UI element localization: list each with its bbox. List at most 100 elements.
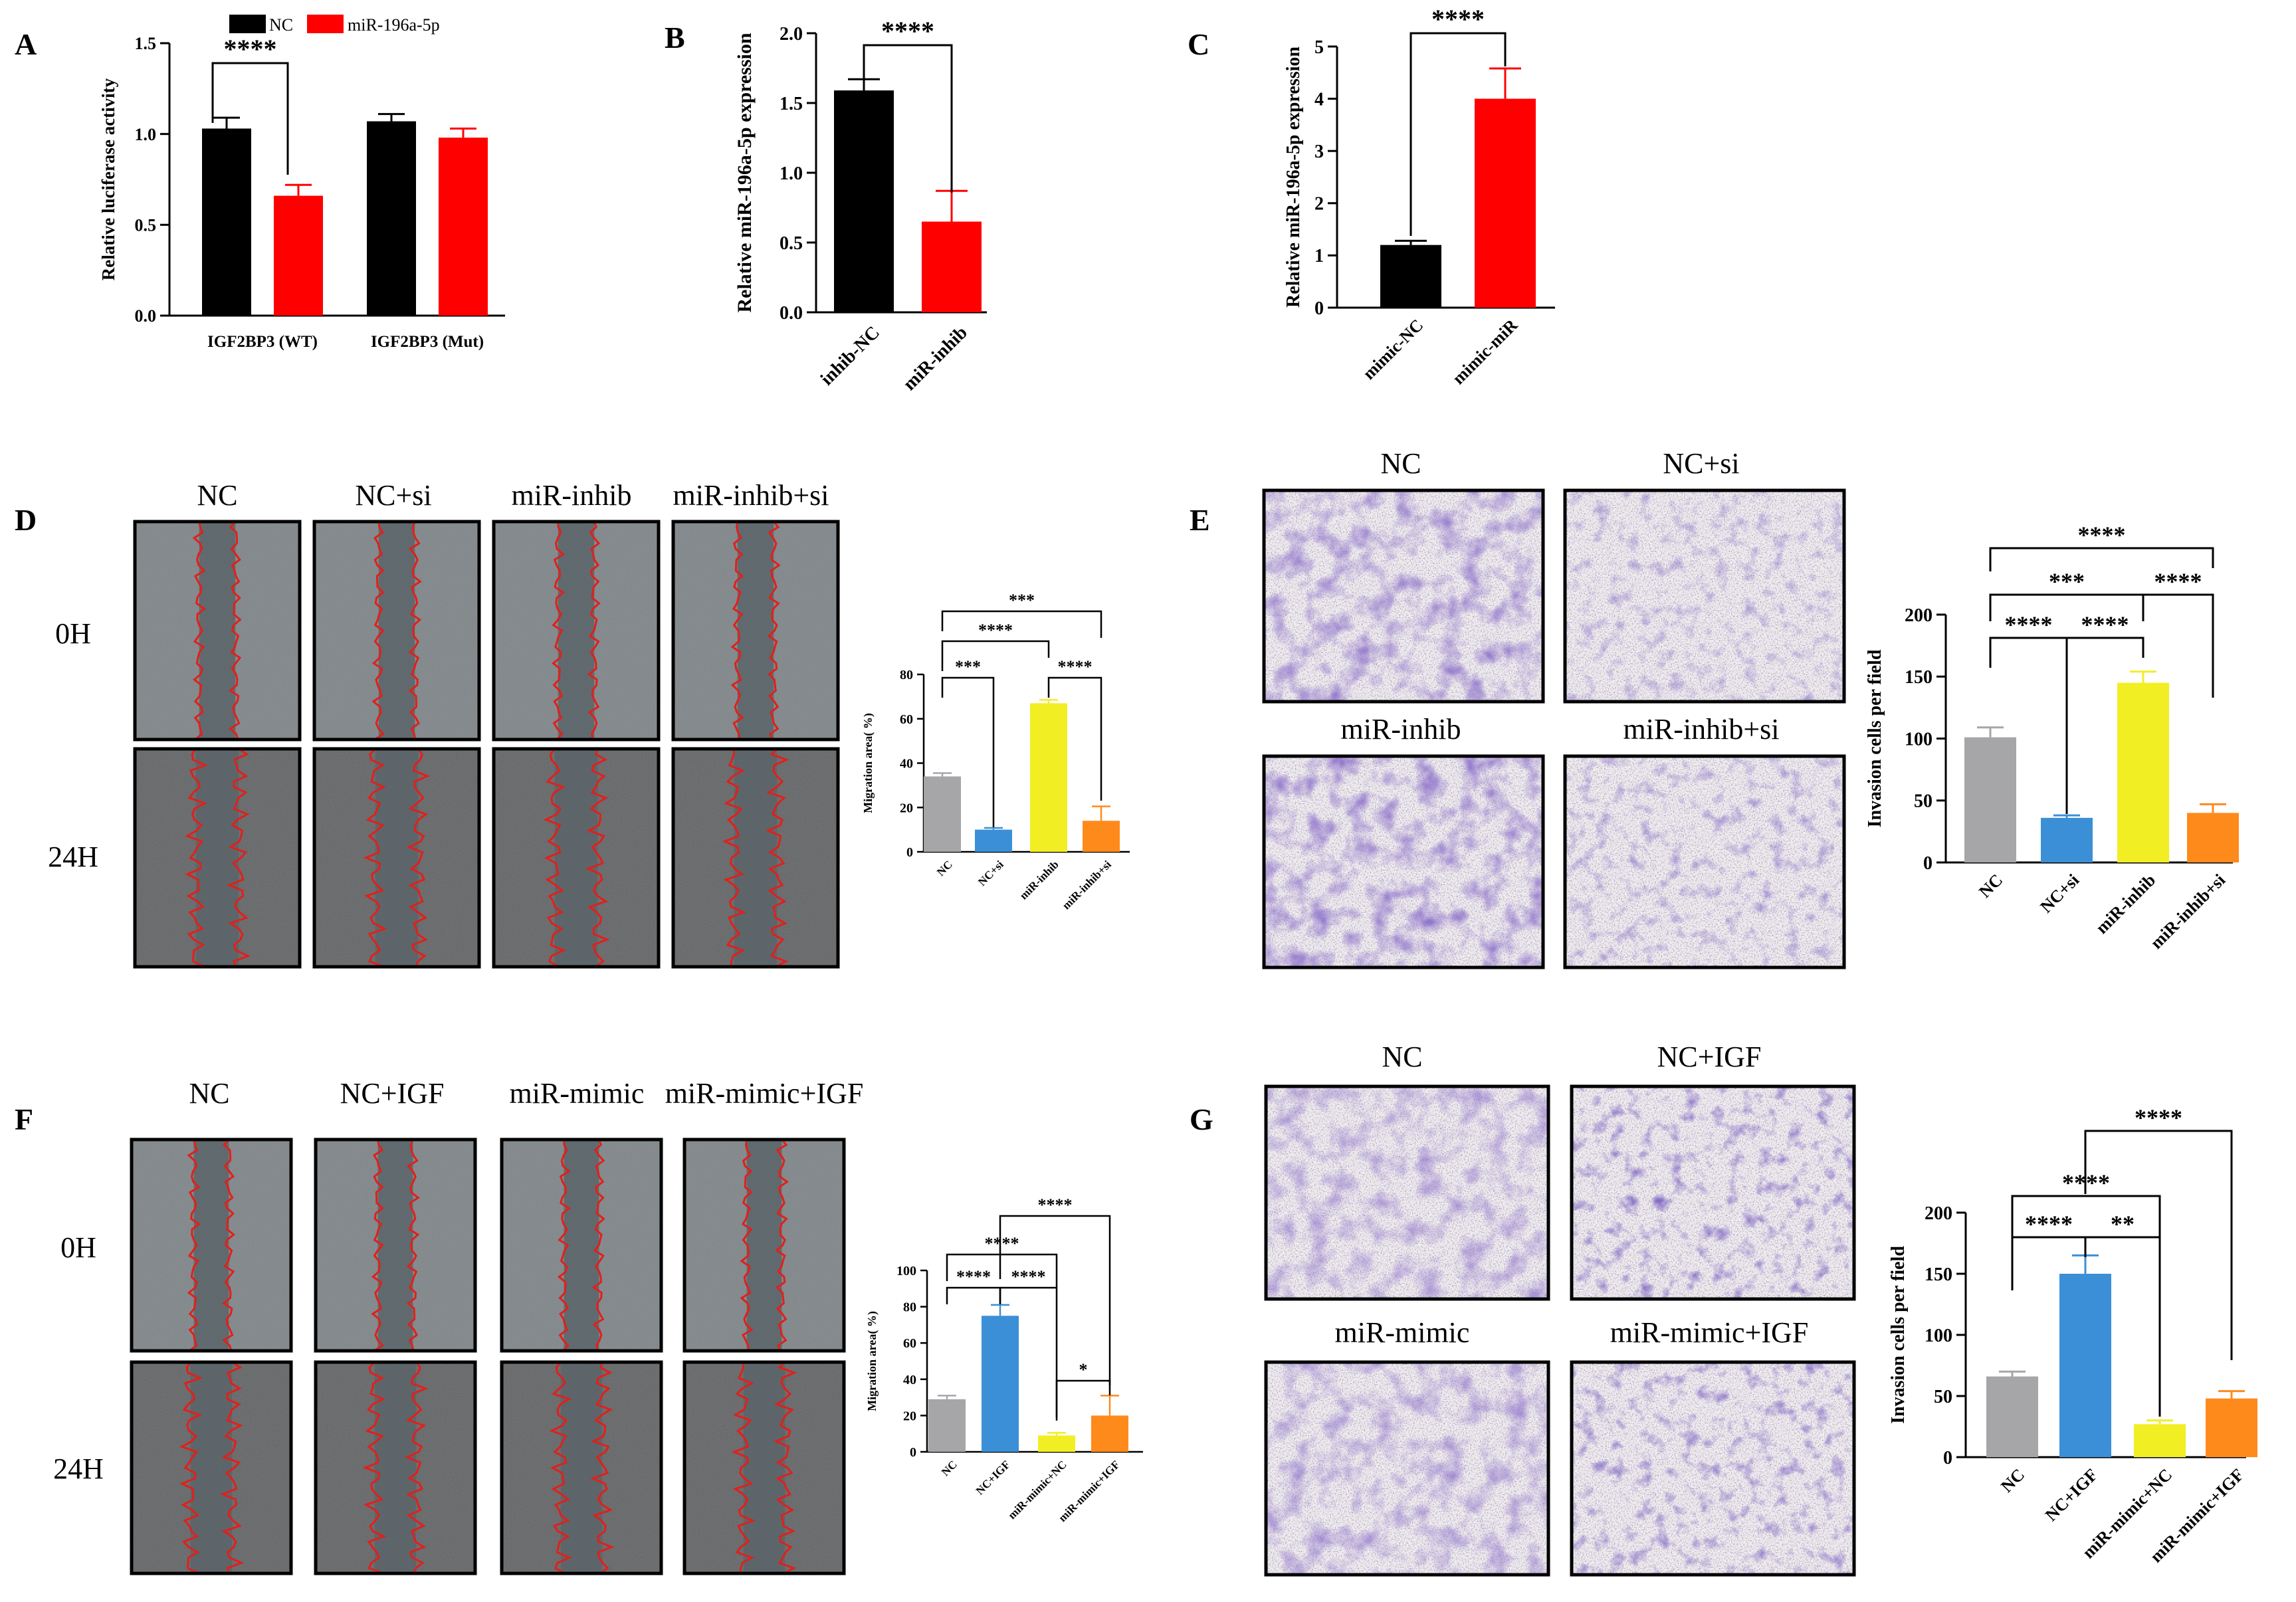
wound-gap [743, 1362, 785, 1573]
wound-gap [734, 749, 778, 967]
wound-image-frame [133, 520, 302, 742]
y-tick-label: 50 [1934, 1387, 1952, 1407]
y-tick-label: 100 [1925, 1326, 1952, 1346]
significance-bracket [946, 1286, 1001, 1304]
chart-a: 0.0 0.5 1.0 1.5 Relative luciferase activity… [98, 15, 505, 351]
panel-letter-c: C [1188, 27, 1209, 61]
significance-label: **** [1431, 4, 1485, 34]
y-axis-label: Invasion cells per field [1865, 649, 1885, 827]
category-label: NC+si [2036, 870, 2083, 917]
significance-bracket [2065, 637, 2144, 814]
y-tick-label: 3 [1314, 142, 1324, 162]
category-label: NC [1997, 1465, 2028, 1496]
y-tick-label: 0.5 [135, 215, 157, 235]
significance-label: **** [2135, 1104, 2182, 1131]
y-tick-label: 200 [1925, 1203, 1952, 1224]
transwell-cells [1266, 1362, 1548, 1575]
y-tick-label: 100 [1905, 729, 1932, 750]
bar [439, 138, 488, 316]
significance-label: **** [881, 16, 934, 46]
wound-edge-line [192, 521, 207, 741]
bar [1030, 703, 1067, 852]
wound-edge-line [557, 1139, 571, 1352]
wound-gap [199, 522, 236, 740]
wound-image [130, 1360, 293, 1575]
significance-label: **** [956, 1267, 991, 1286]
d-row-label-0h: 0H [55, 617, 91, 650]
y-axis-label: Migration area( %) [865, 1311, 879, 1411]
bar [982, 1316, 1019, 1452]
bar [834, 90, 894, 312]
panel-letter-a: A [15, 27, 37, 61]
significance-label: **** [2005, 611, 2053, 638]
y-tick-label: 80 [903, 1300, 916, 1315]
significance-bracket [941, 610, 1102, 638]
y-tick-label: 200 [1905, 605, 1932, 626]
wound-image [133, 747, 302, 969]
wound-gap [190, 1362, 233, 1573]
category-label: IGF2BP3 (WT) [207, 333, 318, 351]
y-tick-label: 0 [906, 845, 913, 860]
wound-edge-line [585, 748, 610, 968]
wound-edge-line [406, 1139, 420, 1352]
transwell-cells [1565, 490, 1844, 702]
category-label: IGF2BP3 (Mut) [371, 333, 484, 351]
d-col-label-2: NC+si [355, 479, 431, 512]
wound-image [492, 747, 661, 969]
d-col-label-4: miR-inhib+si [673, 479, 829, 512]
y-tick-label: 2.0 [780, 24, 803, 45]
wound-gap [737, 522, 774, 740]
wound-image [682, 1138, 846, 1353]
significance-bracket [946, 1253, 1058, 1288]
y-tick-label: 150 [1905, 667, 1932, 688]
wound-image [671, 520, 840, 742]
panel-letter-f: F [15, 1102, 33, 1136]
g-img-label-1: NC [1382, 1041, 1422, 1073]
y-axis-label: Relative miR-196a-5p expression [1283, 47, 1304, 308]
wound-image-frame [492, 520, 661, 742]
transwell-images-e [1262, 488, 1846, 969]
transwell-cells [1572, 1362, 1854, 1575]
wound-edge-line [552, 521, 565, 741]
bar [202, 128, 251, 316]
y-tick-label: 0.5 [780, 233, 803, 254]
wound-image-frame [500, 1138, 663, 1353]
wound-edge-line [404, 1361, 429, 1574]
f-row-label-0h: 0H [60, 1231, 96, 1264]
transwell-image [1563, 488, 1846, 704]
wound-image-frame [130, 1138, 293, 1353]
wound-images-f [130, 1138, 846, 1575]
significance-label: **** [224, 34, 277, 64]
f-col-label-3: miR-mimic [510, 1077, 645, 1110]
bar [922, 221, 982, 312]
wound-image-frame [682, 1360, 846, 1575]
bar [924, 776, 961, 852]
wound-edge-line [407, 748, 431, 967]
wound-image [682, 1360, 846, 1575]
transwell-cells [1565, 756, 1844, 967]
wound-image-frame [312, 520, 481, 742]
legend-label-nc: NC [269, 15, 293, 35]
wound-edge-line [766, 748, 789, 968]
wound-image-frame [500, 1360, 663, 1575]
transwell-images-g [1264, 1084, 1856, 1577]
bar [1038, 1435, 1075, 1452]
significance-bracket [941, 640, 1050, 671]
g-img-label-4: miR-mimic+IGF [1610, 1316, 1809, 1349]
category-label: miR-inhib+si [1060, 858, 1114, 912]
wound-image [500, 1138, 663, 1353]
transwell-image-frame [1262, 754, 1545, 969]
y-tick-label: 50 [1914, 791, 1932, 812]
wound-edge-line [730, 521, 744, 740]
significance-bracket [2084, 1236, 2161, 1417]
transwell-image-frame [1563, 488, 1846, 704]
e-img-label-4: miR-inhib+si [1623, 713, 1779, 746]
legend-swatch-nc [229, 15, 266, 33]
wound-image [133, 520, 302, 742]
wound-edge-line [549, 1361, 572, 1575]
bar [367, 121, 416, 316]
category-label: miR-inhib [899, 322, 972, 395]
wound-image-frame [130, 1360, 293, 1575]
